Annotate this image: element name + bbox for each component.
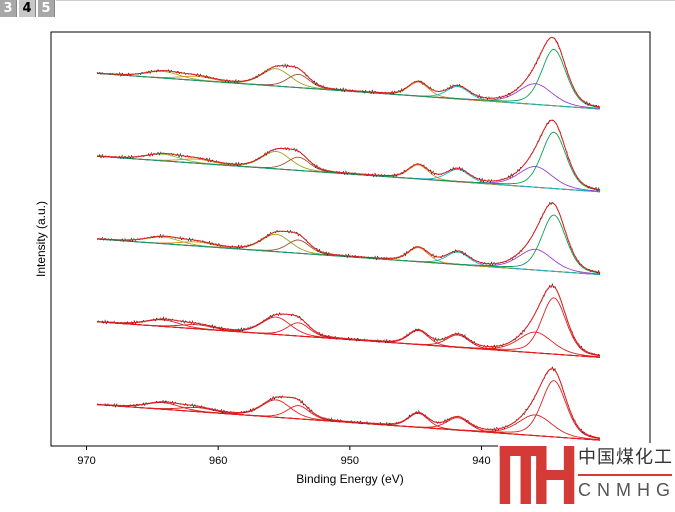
top-divider xyxy=(56,0,675,1)
component-peak xyxy=(97,297,601,357)
spectrum-3 xyxy=(96,201,601,276)
component-peak xyxy=(97,48,601,108)
x-tick-label: 970 xyxy=(77,455,95,467)
x-tick-label: 950 xyxy=(341,455,359,467)
logo-mark xyxy=(499,446,575,504)
component-peak xyxy=(97,214,601,274)
component-peak xyxy=(97,399,601,441)
x-axis-label: Binding Energy (eV) xyxy=(296,472,403,486)
x-tick-label: 940 xyxy=(472,455,490,467)
component-peak xyxy=(97,151,601,193)
raw-data xyxy=(96,36,601,109)
spectrum-5 xyxy=(97,366,601,441)
logo-en-text: CNMHG xyxy=(578,480,675,500)
x-tick-label: 960 xyxy=(209,455,227,467)
spectrum-2 xyxy=(96,119,601,193)
spectrum-4 xyxy=(96,283,601,358)
tab-3[interactable]: 3 xyxy=(0,0,17,17)
tab-4[interactable]: 4 xyxy=(19,0,36,17)
logo-cn-text: 中国煤化工 xyxy=(578,447,673,468)
component-peak xyxy=(97,380,601,440)
component-peak xyxy=(97,131,601,191)
tab-5[interactable]: 5 xyxy=(38,0,55,17)
tab-bar: 3 4 5 xyxy=(0,0,57,17)
raw-data xyxy=(96,119,601,192)
envelope-fit xyxy=(97,36,601,108)
y-axis-label: Intensity (a.u.) xyxy=(34,201,48,277)
envelope-fit xyxy=(97,285,601,356)
component-peak xyxy=(97,68,601,110)
spectrum-1 xyxy=(96,36,601,110)
envelope-fit xyxy=(97,202,601,273)
envelope-fit xyxy=(97,119,601,191)
plot-frame xyxy=(50,31,651,447)
logo-divider xyxy=(578,474,672,476)
envelope-fit xyxy=(97,368,601,439)
